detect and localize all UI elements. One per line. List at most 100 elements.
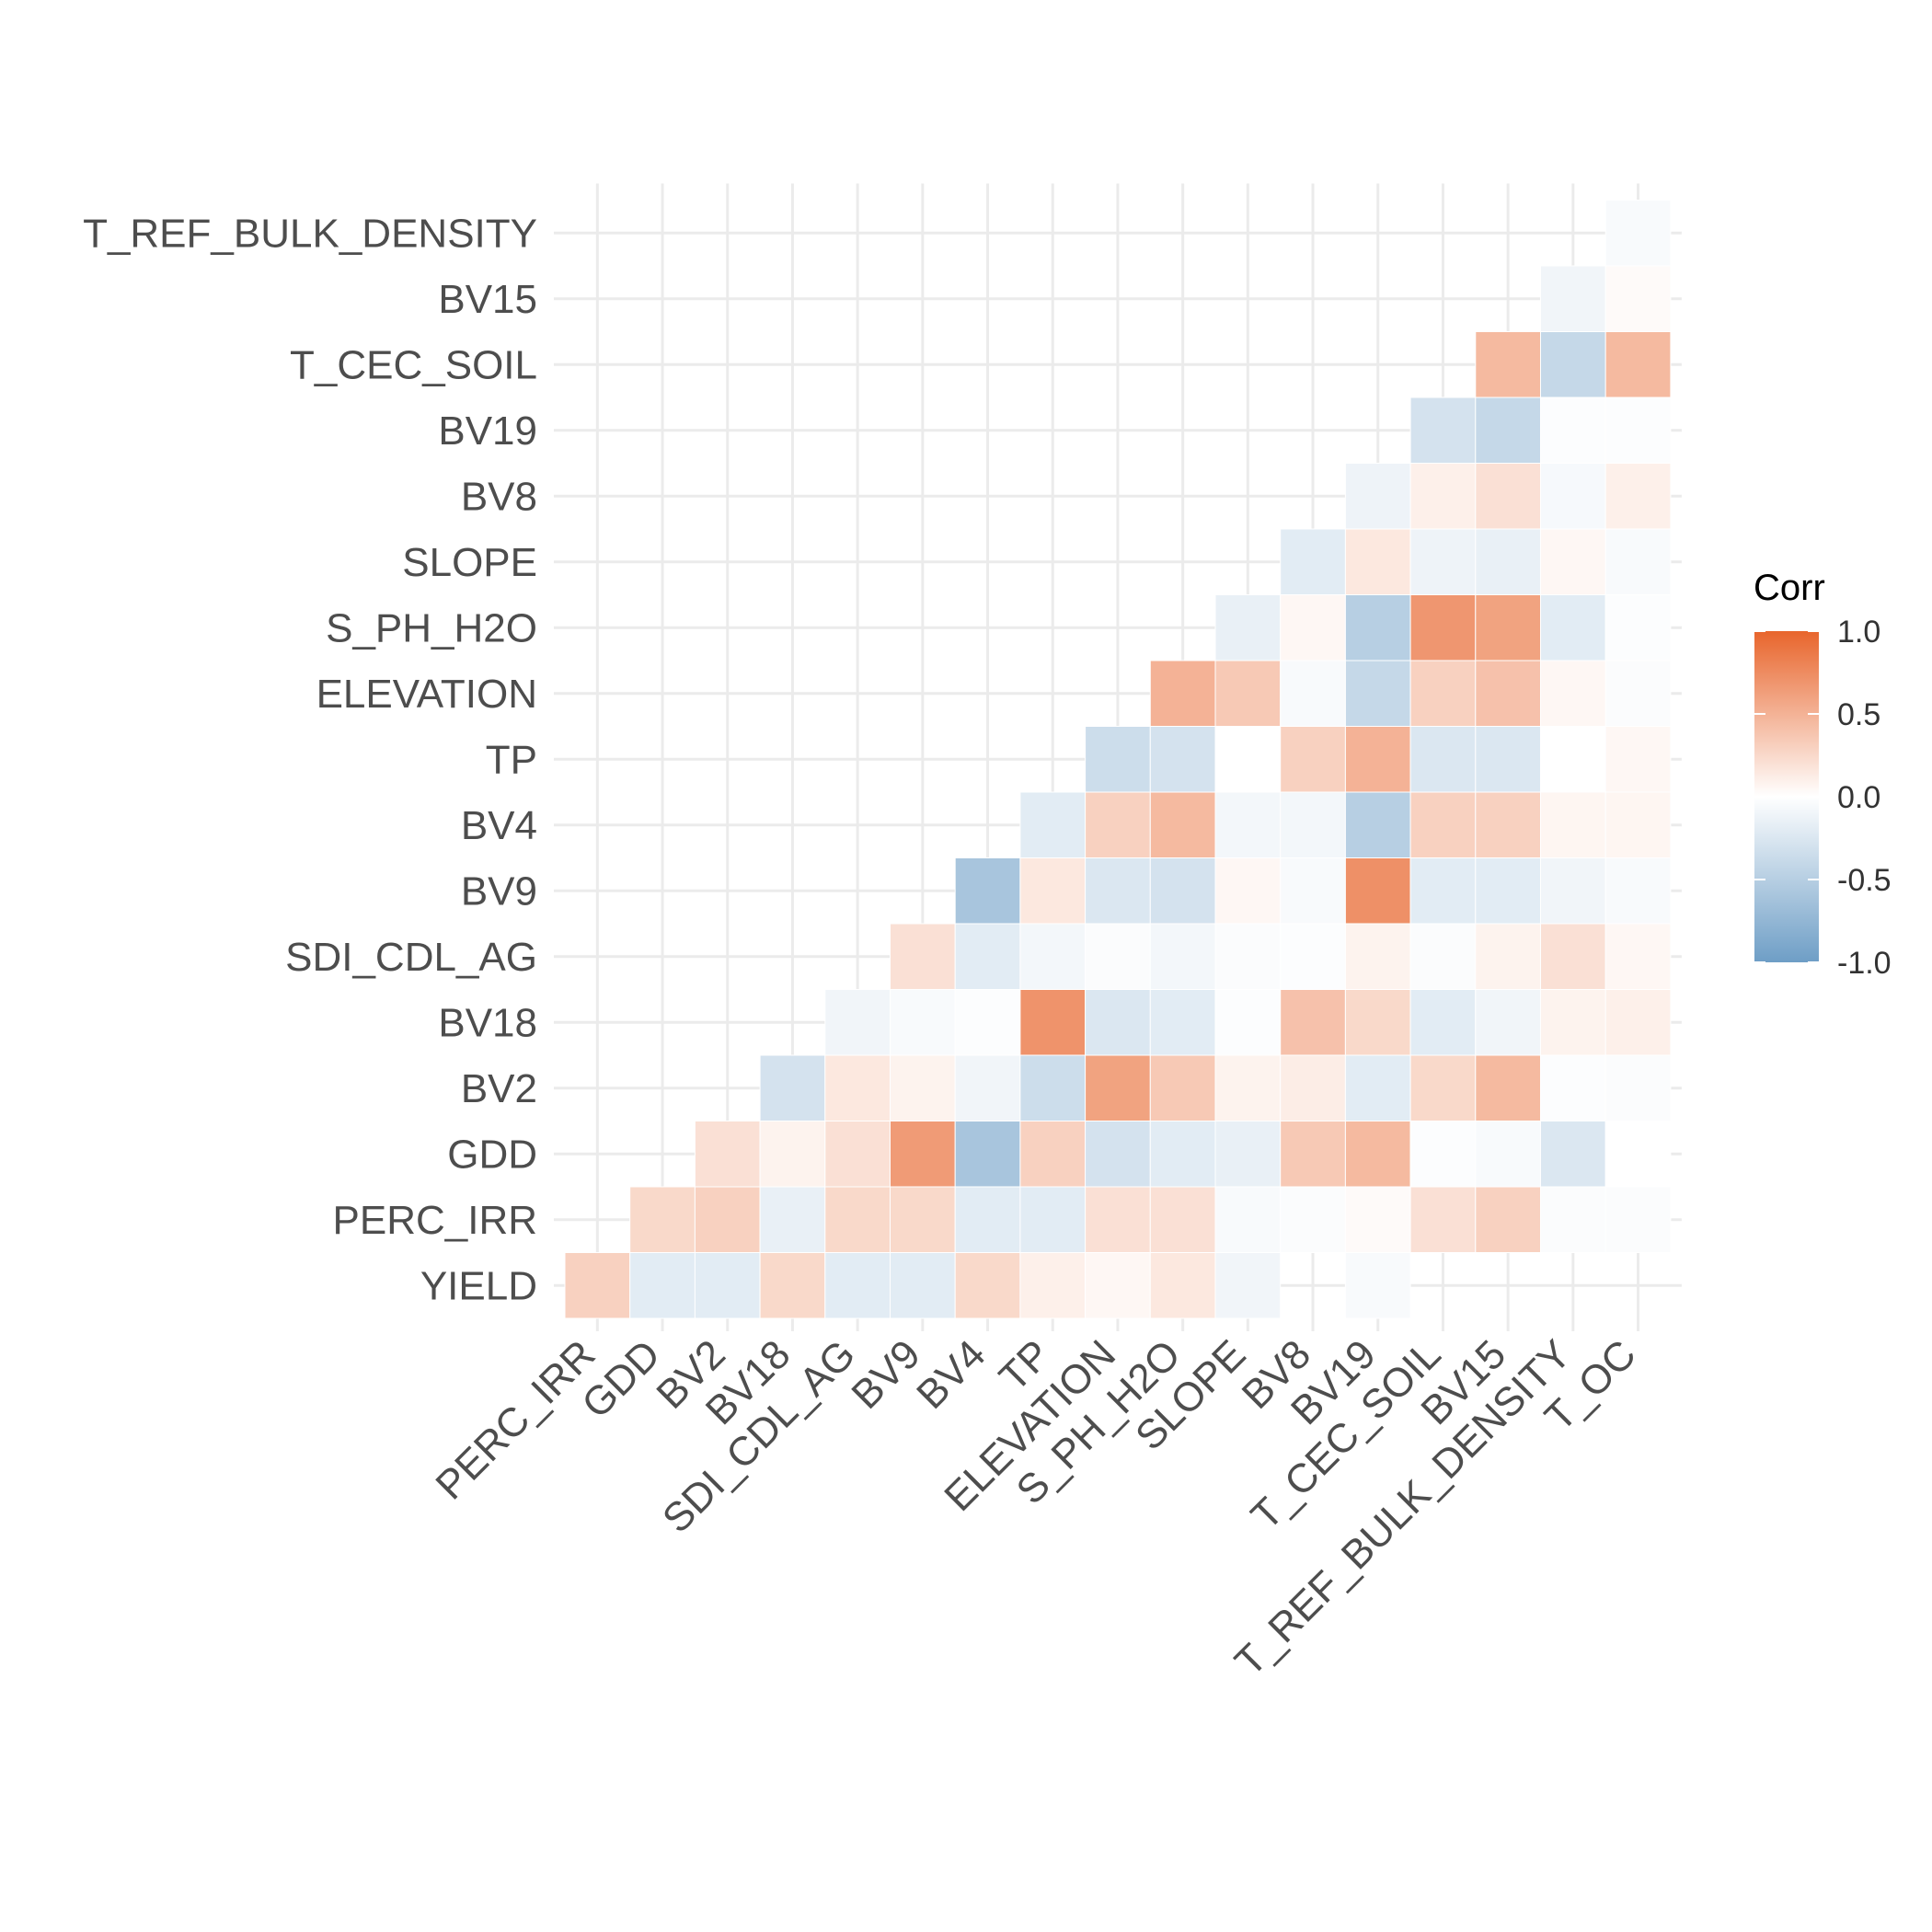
heatmap-cell [1409, 791, 1477, 858]
heatmap-cell [1604, 857, 1672, 925]
heatmap-cell [1149, 791, 1216, 858]
heatmap-cell [1540, 791, 1606, 858]
x-tick-label: PERC_IRR [427, 1331, 604, 1508]
heatmap-cell [694, 1252, 761, 1319]
heatmap-cell [1019, 791, 1087, 858]
x-axis-tick-labels: PERC_IRRGDDBV2BV18SDI_CDL_AGBV9BV4TPELEV… [427, 1331, 1644, 1685]
heatmap-cell [1019, 1252, 1087, 1319]
heatmap-cell [1409, 923, 1477, 990]
y-tick-label: TP [486, 737, 537, 782]
heatmap-cell [1475, 726, 1542, 793]
heatmap-cell [890, 1054, 956, 1121]
heatmap-cell [824, 1054, 891, 1121]
heatmap-cell [1149, 1252, 1216, 1319]
heatmap-cell [1280, 923, 1346, 990]
heatmap-cell [1604, 265, 1672, 332]
heatmap-cell [1475, 1054, 1542, 1121]
heatmap-cell [1475, 463, 1542, 530]
heatmap-cell [954, 857, 1021, 925]
heatmap-cell [1604, 331, 1672, 398]
heatmap-cell [890, 1121, 956, 1188]
heatmap-cell [824, 1252, 891, 1319]
heatmap-cell [1475, 331, 1542, 398]
heatmap-cell [759, 1054, 826, 1121]
legend-tick-label: -1.0 [1837, 946, 1892, 981]
heatmap-cell [1214, 726, 1282, 793]
heatmap-cell [1409, 726, 1477, 793]
heatmap-cell [1344, 528, 1411, 595]
heatmap-cell [694, 1121, 761, 1188]
heatmap-cell [1344, 660, 1411, 727]
y-tick-label: GDD [447, 1132, 537, 1177]
heatmap-cell [1344, 463, 1411, 530]
y-tick-label: T_REF_BULK_DENSITY [83, 211, 537, 256]
heatmap-cell [1280, 660, 1346, 727]
heatmap-cell [1280, 1121, 1346, 1188]
heatmap-cell [1344, 1121, 1411, 1188]
y-tick-label: ELEVATION [316, 672, 537, 717]
heatmap-cell [954, 1054, 1021, 1121]
heatmap-cell [1019, 1186, 1087, 1253]
heatmap-cell [1085, 923, 1151, 990]
heatmap-cell [1019, 857, 1087, 925]
heatmap-cell [1085, 1186, 1151, 1253]
heatmap-cell [1604, 660, 1672, 727]
legend-tick-label: -0.5 [1837, 863, 1892, 898]
heatmap-cell [1149, 660, 1216, 727]
heatmap-cell [1214, 660, 1282, 727]
heatmap-cell [1475, 1186, 1542, 1253]
heatmap-cell [1540, 1186, 1606, 1253]
heatmap-cell [1280, 726, 1346, 793]
heatmap-cell [759, 1252, 826, 1319]
heatmap-cell [1475, 397, 1542, 464]
heatmap-cell [1409, 397, 1477, 464]
heatmap-cell [1604, 528, 1672, 595]
heatmap-cell [1344, 791, 1411, 858]
heatmap-cell [1085, 1121, 1151, 1188]
y-tick-label: BV4 [461, 803, 537, 848]
heatmap-cell [890, 989, 956, 1056]
heatmap-cell [1280, 1186, 1346, 1253]
heatmap-cell [694, 1186, 761, 1253]
heatmap-cell [1604, 397, 1672, 464]
heatmap-cell [1409, 989, 1477, 1056]
heatmap-cell [1085, 791, 1151, 858]
y-tick-label: S_PH_H2O [326, 605, 537, 650]
heatmap-cell [1604, 923, 1672, 990]
heatmap-cell [1344, 857, 1411, 925]
heatmap-cell [1475, 857, 1542, 925]
heatmap-cell [1409, 528, 1477, 595]
heatmap-cell [824, 1121, 891, 1188]
heatmap-cell [1475, 923, 1542, 990]
legend-tick-label: 0.5 [1837, 697, 1880, 732]
y-tick-label: BV8 [461, 474, 537, 519]
y-tick-label: YIELD [420, 1263, 537, 1308]
heatmap-cell [1149, 1054, 1216, 1121]
heatmap-cell [1475, 660, 1542, 727]
heatmap-cell [1214, 1121, 1282, 1188]
heatmap-cell [1280, 594, 1346, 661]
heatmap-cell [1149, 857, 1216, 925]
x-tick-label: BV4 [908, 1331, 994, 1417]
heatmap-cell [890, 1252, 956, 1319]
heatmap-cell [954, 1121, 1021, 1188]
legend-tick-label: 1.0 [1837, 615, 1880, 650]
y-tick-label: SDI_CDL_AG [285, 935, 537, 980]
heatmap-cell [954, 989, 1021, 1056]
heatmap-cell [1604, 1121, 1672, 1188]
heatmap-cell [1085, 726, 1151, 793]
heatmap-cell [1149, 726, 1216, 793]
y-tick-label: SLOPE [402, 540, 537, 585]
heatmap-cell [1540, 660, 1606, 727]
y-tick-label: BV19 [438, 408, 537, 454]
y-tick-label: BV2 [461, 1066, 537, 1111]
heatmap-cell [1540, 331, 1606, 398]
heatmap-cell [954, 1186, 1021, 1253]
heatmap-cell [1540, 989, 1606, 1056]
y-tick-label: PERC_IRR [333, 1198, 538, 1243]
heatmap-cell [1475, 594, 1542, 661]
heatmap-cell [1344, 1054, 1411, 1121]
heatmap-cell [1214, 791, 1282, 858]
heatmap-cell [1019, 989, 1087, 1056]
